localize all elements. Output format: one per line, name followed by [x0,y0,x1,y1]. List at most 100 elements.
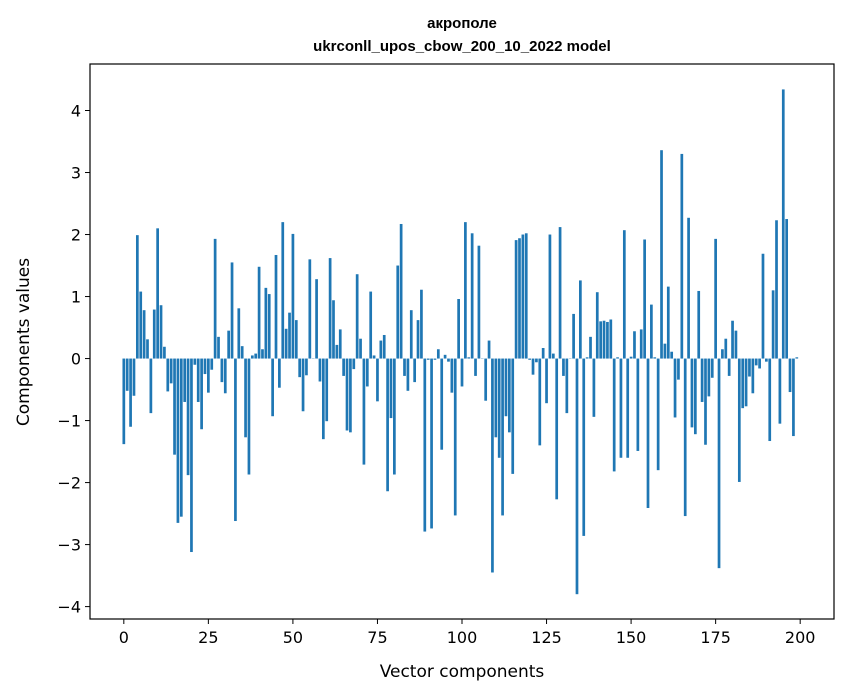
bar-173 [707,358,711,397]
bar-6 [142,310,146,359]
bar-105 [477,245,481,359]
bar-26 [210,358,214,370]
bar-89 [423,358,427,532]
bar-51 [294,320,298,359]
bar-172 [704,358,707,445]
bar-183 [741,358,745,409]
bar-162 [670,351,674,359]
bar-125 [545,358,548,404]
bar-76 [379,340,383,359]
bar-10 [156,228,159,359]
bar-69 [355,274,359,359]
bar-185 [748,358,751,377]
bar-133 [572,313,575,359]
y-tick-label: −3 [57,536,81,555]
bar-129 [558,227,562,359]
bar-109 [491,358,494,573]
bar-57 [315,279,318,359]
x-axis-label: Vector components [380,662,545,682]
bar-97 [450,358,454,393]
bar-127 [551,353,555,359]
bar-196 [785,219,789,359]
bar-139 [592,358,596,417]
x-tick-label: 175 [700,628,731,647]
bar-34 [237,308,241,359]
bar-24 [203,358,207,375]
bar-90 [426,358,430,360]
bar-5 [139,291,143,359]
bar-52 [298,358,302,378]
bar-33 [234,358,237,522]
bar-182 [737,358,741,482]
bar-130 [562,358,565,376]
bar-16 [176,358,180,523]
bar-3 [132,358,136,396]
bar-117 [518,238,521,359]
bar-197 [788,358,792,393]
x-tick-label: 50 [283,628,303,647]
x-tick-label: 150 [616,628,647,647]
bar-113 [504,358,508,417]
bar-79 [389,358,393,419]
bar-119 [524,233,528,359]
bar-186 [751,358,755,394]
bar-149 [626,358,630,458]
bar-72 [365,358,369,387]
bar-175 [714,238,717,359]
bar-176 [717,358,721,569]
bar-46 [278,358,281,388]
bar-142 [602,320,606,359]
bar-187 [754,358,758,366]
bar-192 [771,290,775,359]
bar-53 [301,358,305,412]
bar-178 [724,338,728,359]
bar-136 [582,358,586,536]
bar-152 [636,358,640,451]
bar-74 [372,355,376,359]
bar-64 [338,329,342,359]
bar-1 [125,358,129,391]
bar-111 [497,358,501,458]
bar-107 [484,358,488,401]
bar-84 [406,358,410,391]
bar-153 [639,329,643,359]
bar-62 [332,300,335,359]
bar-4 [135,235,139,359]
bar-116 [514,240,518,359]
bar-68 [352,358,356,370]
bar-104 [474,358,477,376]
bar-189 [761,253,765,359]
y-axis: −4 −3 −2 −1 0 1 2 3 4 [57,102,90,617]
bar-63 [335,344,339,359]
bar-25 [207,358,210,393]
bar-71 [362,358,366,465]
bar-99 [457,299,460,359]
bar-163 [673,358,677,418]
bar-58 [318,358,322,382]
bar-191 [768,358,772,442]
bar-17 [179,358,183,517]
bar-28 [217,336,220,359]
x-tick-label: 25 [198,628,218,647]
bar-96 [447,358,450,362]
x-tick-label: 75 [367,628,387,647]
bar-41 [261,349,264,359]
chart-title: акрополе [427,15,497,32]
bar-65 [342,358,345,376]
bar-171 [700,358,704,402]
bar-122 [535,358,538,363]
bar-164 [677,358,680,380]
bar-8 [149,358,153,414]
x-axis: 0 25 50 75 100 125 150 175 200 [119,619,816,647]
bar-134 [575,358,579,595]
bar-165 [680,153,684,359]
bar-67 [349,358,352,433]
x-tick-label: 200 [785,628,816,647]
bar-94 [440,358,444,450]
bar-49 [288,312,291,359]
bar-54 [305,358,308,376]
bar-188 [758,358,761,369]
bar-135 [579,280,582,359]
bar-23 [200,358,203,430]
bar-126 [548,234,552,359]
